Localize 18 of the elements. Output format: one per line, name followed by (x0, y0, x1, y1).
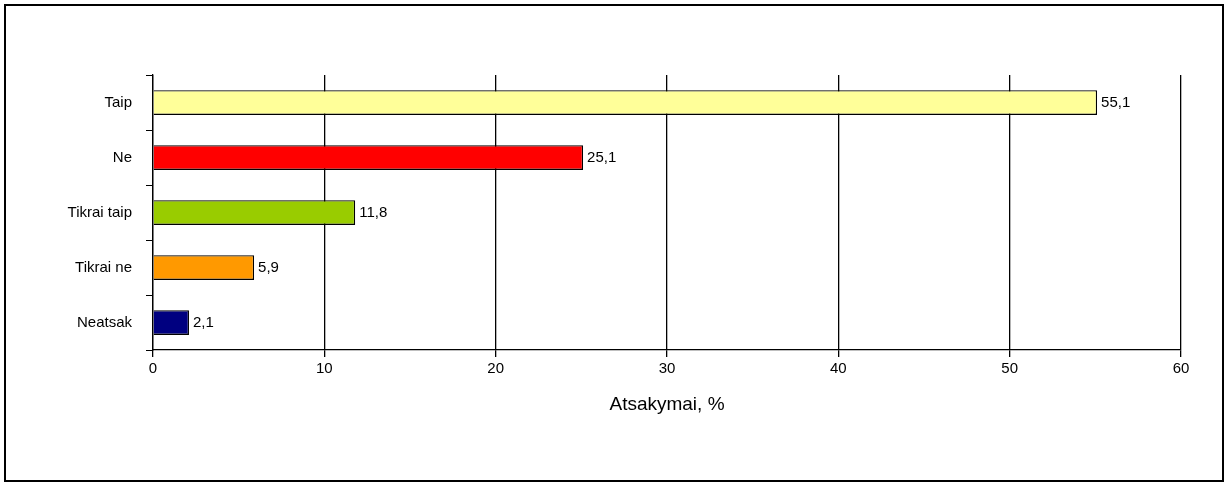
y-tick-label: Taip (104, 92, 132, 110)
x-tick-label: 60 (1172, 359, 1190, 377)
x-tick-label: 20 (487, 359, 505, 377)
y-tick-label: Ne (112, 147, 132, 165)
data-label: 2,1 (192, 312, 214, 330)
x-tick-label: 40 (829, 359, 847, 377)
x-tick-label: 30 (658, 359, 676, 377)
data-label: 25,1 (587, 147, 617, 165)
data-label: 5,9 (258, 257, 279, 275)
y-tick-label: Tikrai ne (75, 257, 132, 275)
x-tick-label: 0 (148, 359, 158, 377)
y-tick-label: Tikrai taip (67, 202, 132, 220)
y-tick-label: Neatsak (76, 312, 133, 330)
x-axis-title: Atsakymai, % (609, 392, 725, 414)
data-label: 11,8 (359, 202, 388, 220)
x-tick-label: 10 (315, 359, 333, 377)
data-label: 55,1 (1101, 92, 1131, 110)
x-tick-label: 50 (1001, 359, 1019, 377)
